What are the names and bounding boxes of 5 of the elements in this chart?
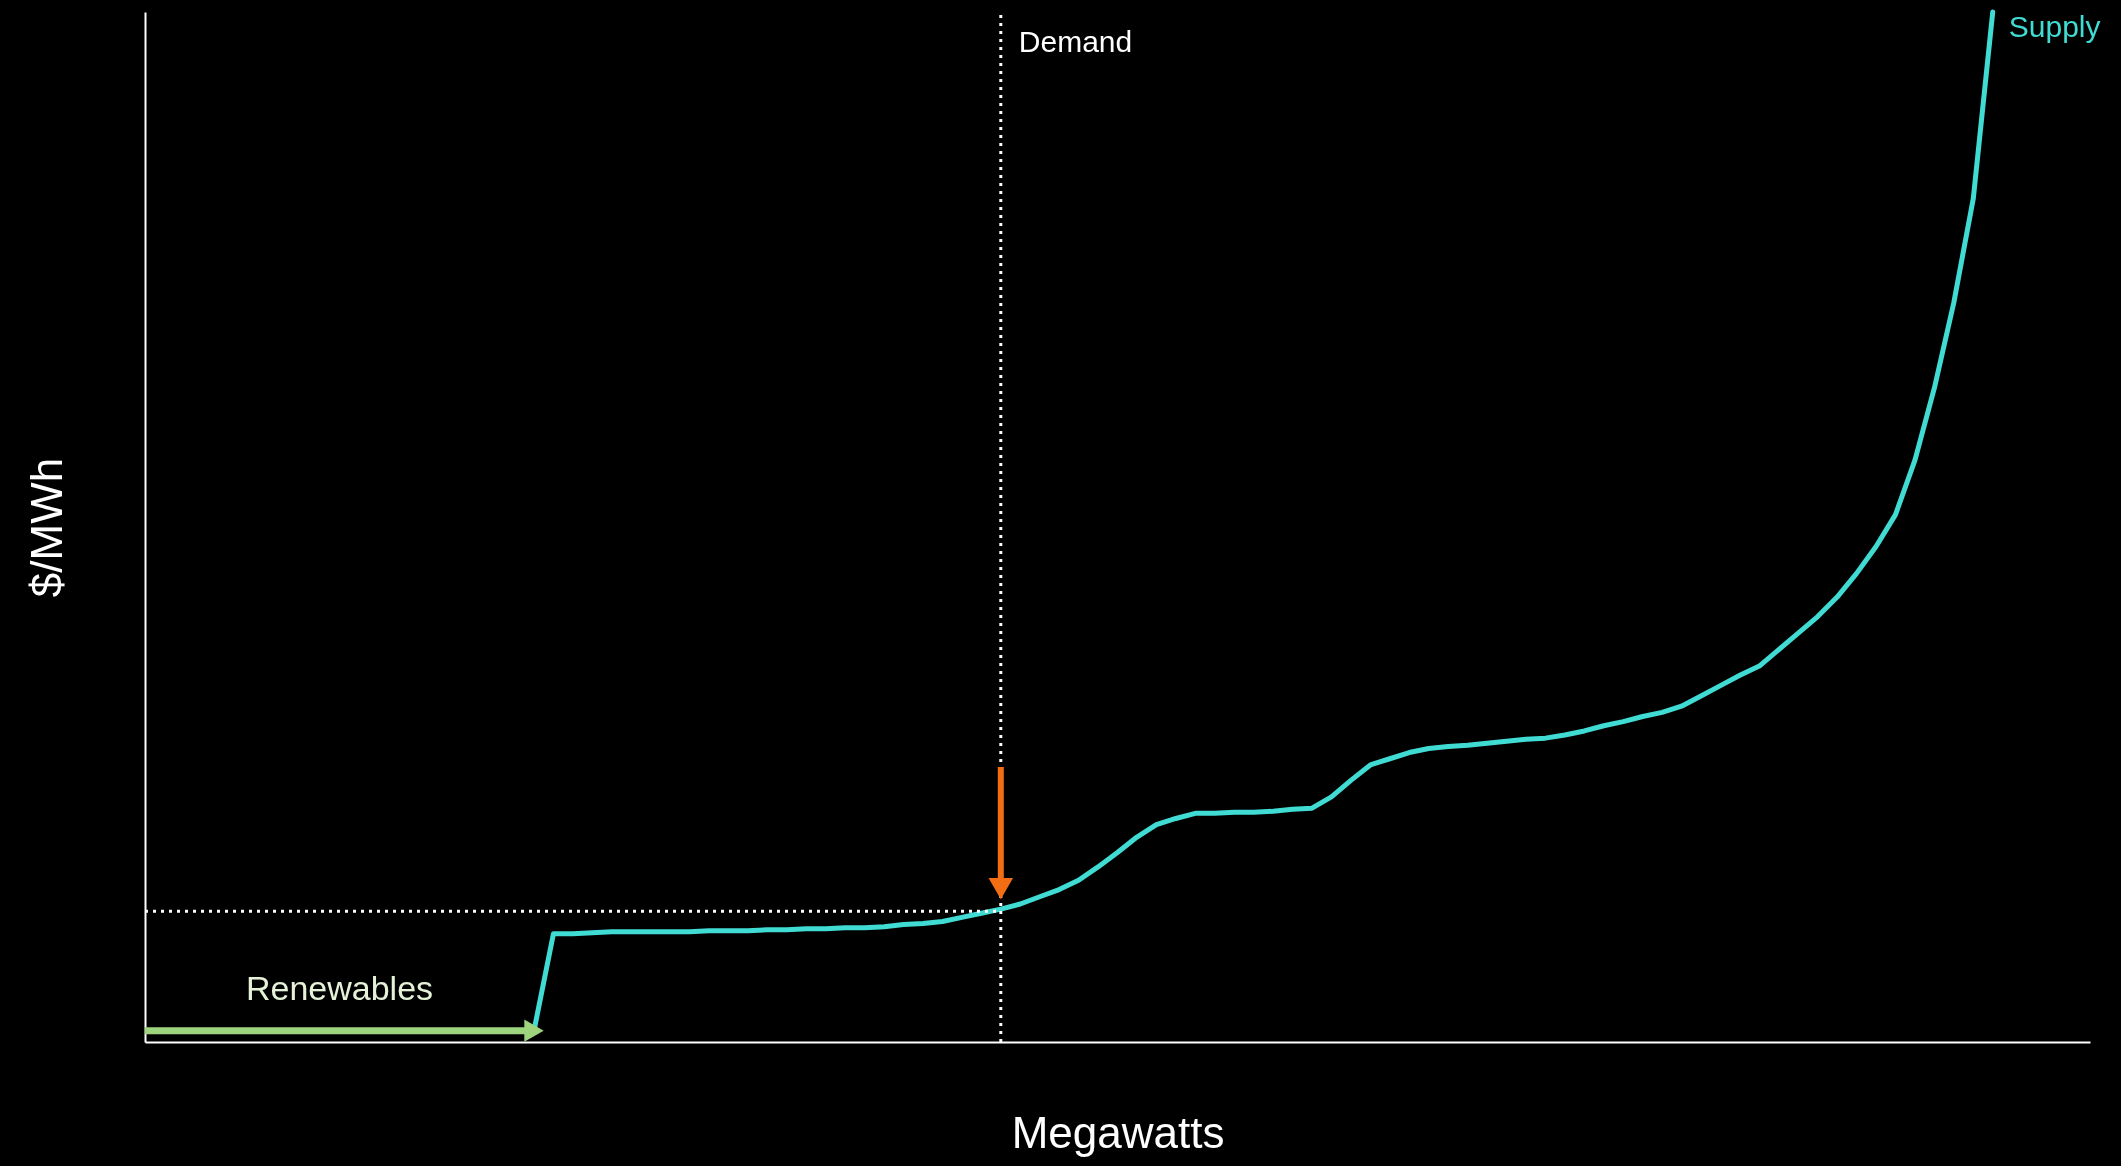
y-axis-title: $/MWh [21,457,71,598]
series-label: Supply [2008,10,2101,43]
annotation: Demand [1018,25,1133,58]
x-axis-title: Megawatts [1011,1107,1225,1157]
annotation: Renewables [245,968,434,1007]
